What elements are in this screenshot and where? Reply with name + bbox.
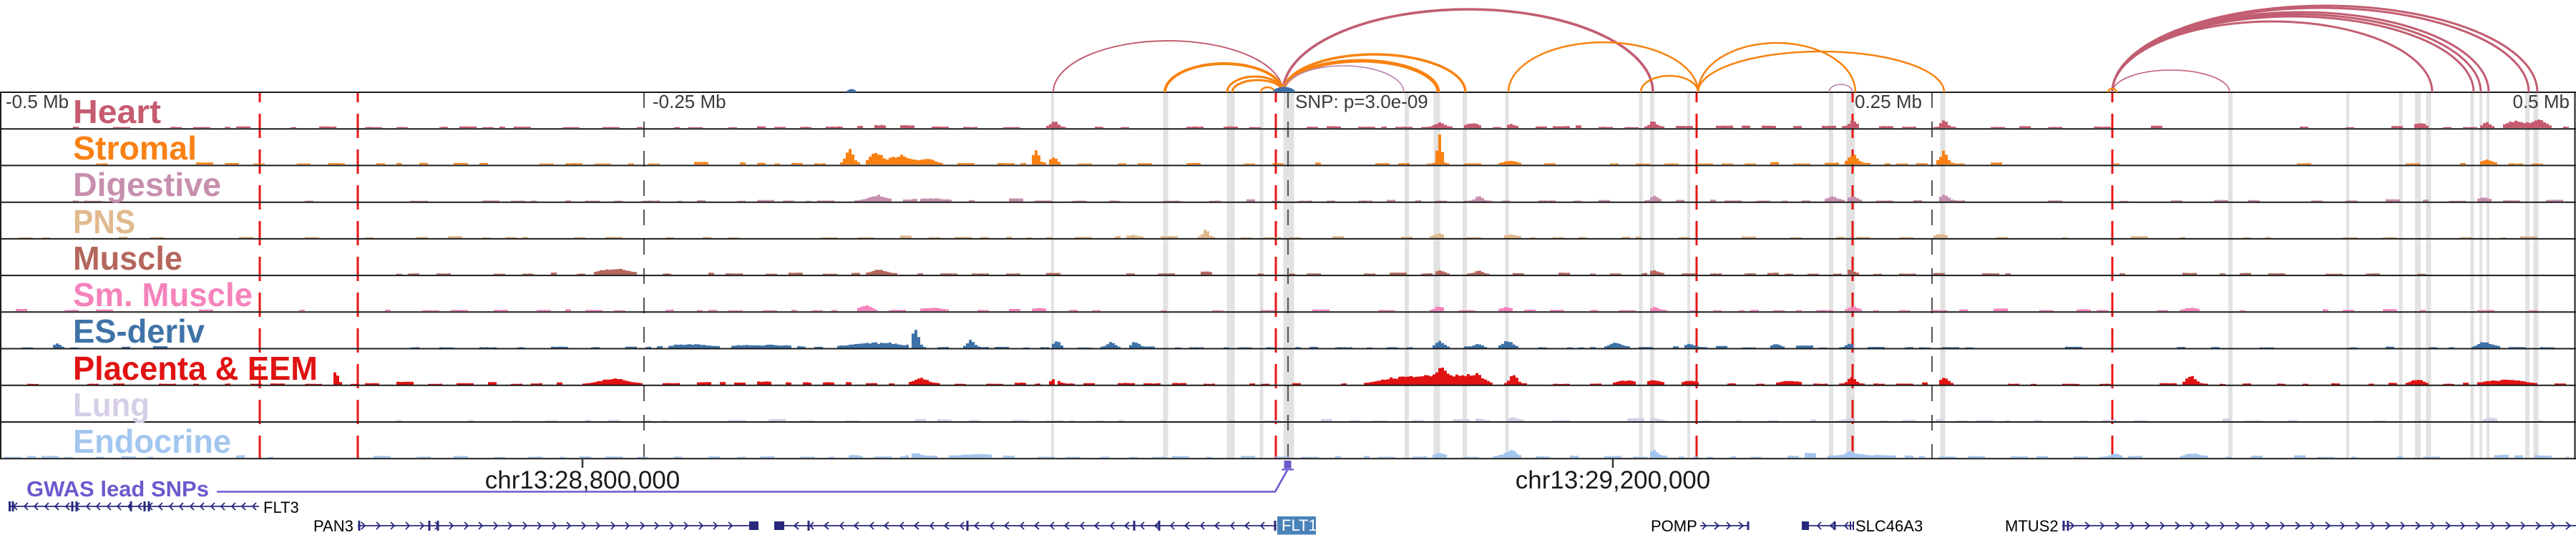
svg-text:Stromal: Stromal — [73, 129, 197, 167]
svg-text:chr13:29,200,000: chr13:29,200,000 — [1516, 466, 1710, 494]
svg-text:Placenta & EEM: Placenta & EEM — [73, 350, 318, 387]
svg-text:Heart: Heart — [73, 93, 161, 130]
svg-text:POMP: POMP — [1651, 517, 1697, 535]
svg-text:SLC46A3: SLC46A3 — [1855, 517, 1923, 535]
svg-text:FLT1: FLT1 — [1282, 516, 1317, 534]
svg-text:Sm. Muscle: Sm. Muscle — [73, 276, 253, 313]
svg-text:-0.25 Mb: -0.25 Mb — [653, 91, 726, 112]
svg-text:MTUS2: MTUS2 — [2005, 517, 2059, 535]
svg-text:chr13:28,800,000: chr13:28,800,000 — [485, 466, 680, 494]
svg-text:ES-deriv: ES-deriv — [73, 313, 205, 350]
svg-text:GWAS lead SNPs: GWAS lead SNPs — [26, 476, 209, 501]
svg-text:0.5 Mb: 0.5 Mb — [2513, 91, 2570, 112]
svg-text:-0.5 Mb: -0.5 Mb — [6, 91, 69, 112]
svg-text:PAN3: PAN3 — [313, 517, 353, 535]
svg-text:Muscle: Muscle — [73, 240, 182, 277]
svg-text:0.25 Mb: 0.25 Mb — [1855, 91, 1922, 112]
svg-text:Digestive: Digestive — [73, 166, 221, 203]
svg-text:PNS: PNS — [73, 203, 135, 240]
svg-text:Lung: Lung — [73, 386, 150, 423]
svg-text:Endocrine: Endocrine — [73, 423, 231, 460]
svg-text:FLT3: FLT3 — [263, 499, 299, 516]
svg-text:SNP: p=3.0e-09: SNP: p=3.0e-09 — [1295, 91, 1428, 112]
